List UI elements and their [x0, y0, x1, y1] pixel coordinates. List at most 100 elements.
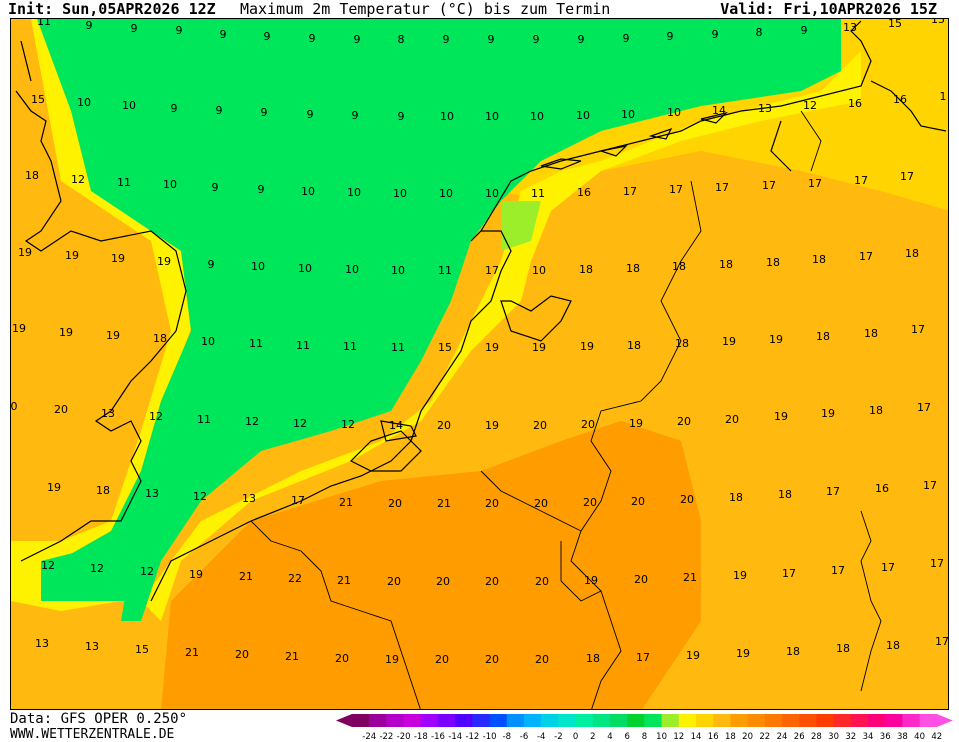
temperature-value: 17	[859, 250, 873, 263]
temperature-value: 14	[389, 419, 403, 432]
scale-swatch	[506, 714, 525, 727]
temperature-value: 10	[667, 106, 681, 119]
temperature-value: 9	[216, 104, 223, 117]
temperature-value: 19	[686, 649, 700, 662]
temperature-value: 9	[258, 183, 265, 196]
temperature-value: 17	[485, 264, 499, 277]
scale-label: -14	[448, 732, 462, 741]
temperature-value: 11	[37, 19, 51, 28]
band-12-strip	[501, 201, 541, 251]
temperature-value: 17	[930, 557, 944, 570]
temperature-value: 9	[86, 19, 93, 32]
temperature-value: 12	[71, 173, 85, 186]
scale-label: 18	[725, 732, 736, 741]
temperature-value: 19	[722, 335, 736, 348]
temperature-value: 9	[309, 32, 316, 45]
temperature-value: 9	[264, 30, 271, 43]
temperature-value: 20	[677, 415, 691, 428]
temperature-value: 20	[535, 575, 549, 588]
temperature-value: 18	[812, 253, 826, 266]
temperature-value: 10	[347, 186, 361, 199]
temperature-value: 21	[337, 574, 351, 587]
scale-label: 40	[914, 732, 925, 741]
temperature-value: 20	[437, 419, 451, 432]
temperature-value: 12	[803, 99, 817, 112]
temperature-value: 19	[584, 574, 598, 587]
temperature-value: 19	[157, 255, 171, 268]
temperature-value: 13	[758, 102, 772, 115]
band-14-coast	[141, 51, 861, 621]
scale-label: 26	[794, 732, 805, 741]
temperature-value: 21	[185, 646, 199, 659]
temperature-value: 18	[869, 404, 883, 417]
website-label: WWW.WETTERZENTRALE.DE	[10, 727, 175, 742]
temperature-value: 10	[391, 264, 405, 277]
temperature-value: 10	[298, 262, 312, 275]
temperature-map: 11 9 9 9 9 9 9 9 8 9 9 9 9 9 9 9 8 9 13 15 15 15 10 10 9 9 9 9 9 9 10 1…	[10, 18, 949, 710]
scale-label: 14	[691, 732, 702, 741]
scale-swatch	[816, 714, 835, 727]
scale-swatch	[885, 714, 903, 727]
temperature-value: 18	[25, 169, 39, 182]
temperature-value: 11	[343, 340, 357, 353]
temperature-value: 13	[85, 640, 99, 653]
temperature-value: 19	[736, 647, 750, 660]
temperature-value: 20	[533, 419, 547, 432]
temperature-value: 17	[715, 181, 729, 194]
scale-swatch	[524, 714, 542, 727]
scale-label: -8	[503, 732, 511, 741]
scale-label: -22	[379, 732, 393, 741]
temperature-value: 9	[131, 22, 138, 35]
scale-swatch	[472, 714, 491, 727]
temperature-value: 10	[393, 187, 407, 200]
temperature-value: 9	[212, 181, 219, 194]
scale-swatch	[386, 714, 405, 727]
temperature-value: 19	[12, 322, 26, 335]
scale-swatch	[438, 714, 456, 727]
temperature-value: 18	[786, 645, 800, 658]
temperature-value: 18	[626, 262, 640, 275]
temperature-value: 19	[769, 333, 783, 346]
scale-swatch	[644, 714, 663, 727]
temperature-value: 10	[163, 178, 177, 191]
scale-label: 12	[673, 732, 684, 741]
scale-swatch	[747, 714, 766, 727]
scale-swatch	[850, 714, 869, 727]
scale-swatch	[868, 714, 886, 727]
scale-swatch	[592, 714, 611, 727]
scale-label: -24	[362, 732, 376, 741]
temperature-value: 19	[774, 410, 788, 423]
temperature-value: 18	[96, 484, 110, 497]
scale-label: -16	[431, 732, 445, 741]
temperature-value: 9	[712, 28, 719, 41]
scale-swatch	[919, 714, 938, 727]
scale-label: 20	[742, 732, 753, 741]
temperature-value: 10	[485, 110, 499, 123]
scale-swatch	[369, 714, 387, 727]
init-time: Init: Sun,05APR2026 12Z	[8, 0, 216, 18]
scale-label: -4	[537, 732, 545, 741]
temperature-value: 11	[531, 187, 545, 200]
temperature-value: 20	[335, 652, 349, 665]
scale-swatch	[627, 714, 645, 727]
scale-swatch	[833, 714, 852, 727]
temperature-value: 10	[621, 108, 635, 121]
scale-label: -12	[465, 732, 479, 741]
scale-label: -2	[554, 732, 562, 741]
temperature-value: 18	[886, 639, 900, 652]
temperature-value: 18	[836, 642, 850, 655]
temperature-value: 10	[122, 99, 136, 112]
temperature-value: 20	[387, 575, 401, 588]
temperature-value: 19	[59, 326, 73, 339]
temperature-value: 19	[580, 340, 594, 353]
temperature-value: 8	[756, 26, 763, 39]
scale-swatch	[696, 714, 714, 727]
temperature-value: 9	[443, 33, 450, 46]
scale-swatch	[575, 714, 594, 727]
scale-swatch	[420, 714, 439, 727]
color-scale-legend: -24 -22 -20 -18 -16 -14 -12 -10 -8 -6 -4 -2 0 2 4 6 8 10 1…	[336, 713, 958, 741]
temperature-value: 17	[623, 185, 637, 198]
temperature-value: 15	[438, 341, 452, 354]
temperature-value: 19	[821, 407, 835, 420]
